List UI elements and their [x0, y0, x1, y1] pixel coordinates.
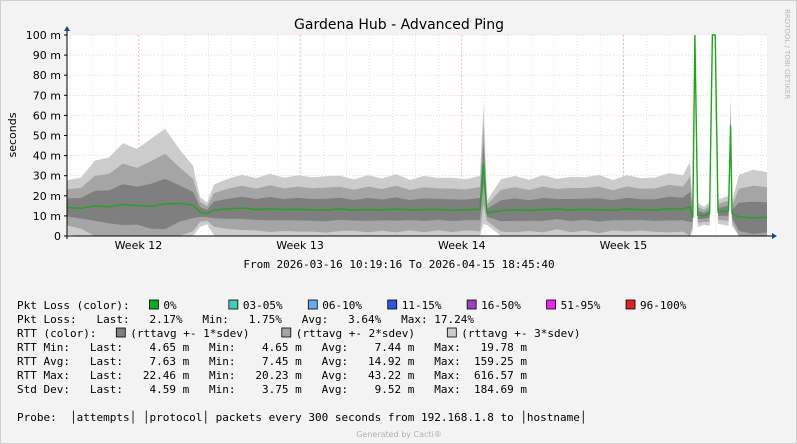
- x-tick-label: Week 12: [115, 239, 163, 252]
- pkt-loss-legend-swatch: [387, 299, 398, 310]
- x-tick-labels: Week 12 Week 13 Week 14 Week 15: [115, 239, 648, 252]
- rtt-avg-stats: RTT Avg: Last: 7.63 m Min: 7.45 m Avg: 1…: [17, 355, 527, 368]
- pkt-loss-legend-label: 96-100%: [640, 299, 687, 312]
- y-tick-label: 100 m: [26, 29, 61, 42]
- pkt-loss-legend-label: 16-50%: [481, 299, 521, 312]
- band-3-sdev: [67, 35, 767, 236]
- y-tick-label: 70 m: [33, 89, 61, 102]
- axes: [64, 26, 777, 239]
- band-1-sdev: [67, 35, 767, 234]
- pkt-loss-legend-swatch: [148, 299, 159, 310]
- rtt-legend-swatch: [281, 327, 292, 338]
- pkt-loss-legend-swatch: [307, 299, 318, 310]
- y-tick-label: 90 m: [33, 49, 61, 62]
- sdev-bands: [67, 35, 767, 236]
- probe-line: Probe: │attempts│ │protocol│ packets eve…: [17, 410, 587, 424]
- legend: Pkt Loss (color): 0% 03-05% 06-10% 11-15% 16…: [17, 299, 687, 424]
- y-axis-arrow: [64, 26, 70, 31]
- y-tick-label: 80 m: [33, 69, 61, 82]
- rtt-legend-swatch: [115, 327, 126, 338]
- pkt-loss-legend-label: 06-10%: [322, 299, 362, 312]
- generated-by-footer: Generated by Cacti®: [356, 430, 442, 439]
- pkt-loss-legend-label: 11-15%: [402, 299, 442, 312]
- pkt-loss-legend-swatch: [625, 299, 636, 310]
- x-tick-label: Week 15: [600, 239, 648, 252]
- rrdtool-watermark: RRDTOOL / TOBI OETIKER: [783, 9, 791, 99]
- pkt-loss-legend-label: 51-95%: [561, 299, 601, 312]
- y-tick-label: 0: [54, 230, 61, 243]
- y-tick-label: 30 m: [33, 170, 61, 183]
- rtt-legend-label: (rttavg +- 2*sdev): [296, 327, 415, 340]
- pkt-loss-stats: Pkt Loss: Last: 2.17% Min: 1.75% Avg: 3.…: [17, 313, 474, 326]
- rtt-color-label: RTT (color):: [17, 327, 96, 340]
- y-tick-labels: 0 10 m 20 m 30 m 40 m 50 m 60 m 70 m 80 m 90 m 100…: [26, 29, 61, 243]
- x-tick-label: Week 13: [276, 239, 324, 252]
- y-tick-label: 10 m: [33, 210, 61, 223]
- y-tick-label: 20 m: [33, 190, 61, 203]
- series-rtt-avg-line: [66, 34, 768, 219]
- pkt-loss-legend-swatch: [466, 299, 477, 310]
- x-tick-label: Week 14: [438, 239, 486, 252]
- rtt-max-stats: RTT Max: Last: 22.46 m Min: 20.23 m Avg:…: [17, 369, 527, 382]
- pkt-loss-legend-swatch: [546, 299, 556, 310]
- pkt-loss-legend-swatch: [228, 299, 239, 310]
- rtt-legend-label: (rttavg +- 3*sdev): [461, 327, 580, 340]
- rtt-legend-label: (rttavg +- 1*sdev): [130, 327, 249, 340]
- std-dev-stats: Std Dev: Last: 4.59 m Min: 3.75 m Avg: 9…: [17, 383, 527, 396]
- rtt-min-stats: RTT Min: Last: 4.65 m Min: 4.65 m Avg: 7…: [17, 341, 527, 354]
- pkt-loss-legend-label: 03-05%: [243, 299, 283, 312]
- y-axis-label: seconds: [6, 112, 19, 157]
- chart-title: Gardena Hub - Advanced Ping: [294, 17, 504, 33]
- y-tick-label: 40 m: [33, 150, 61, 163]
- time-range-label: From 2026-03-16 10:19:16 To 2026-04-15 1…: [243, 258, 554, 271]
- pkt-loss-color-label: Pkt Loss (color):: [17, 299, 130, 312]
- rtt-legend-swatch: [446, 327, 457, 338]
- pkt-loss-legend-label: 0%: [163, 299, 177, 312]
- y-tick-label: 50 m: [33, 130, 61, 143]
- x-axis-arrow: [772, 233, 777, 239]
- y-tick-label: 60 m: [33, 109, 61, 122]
